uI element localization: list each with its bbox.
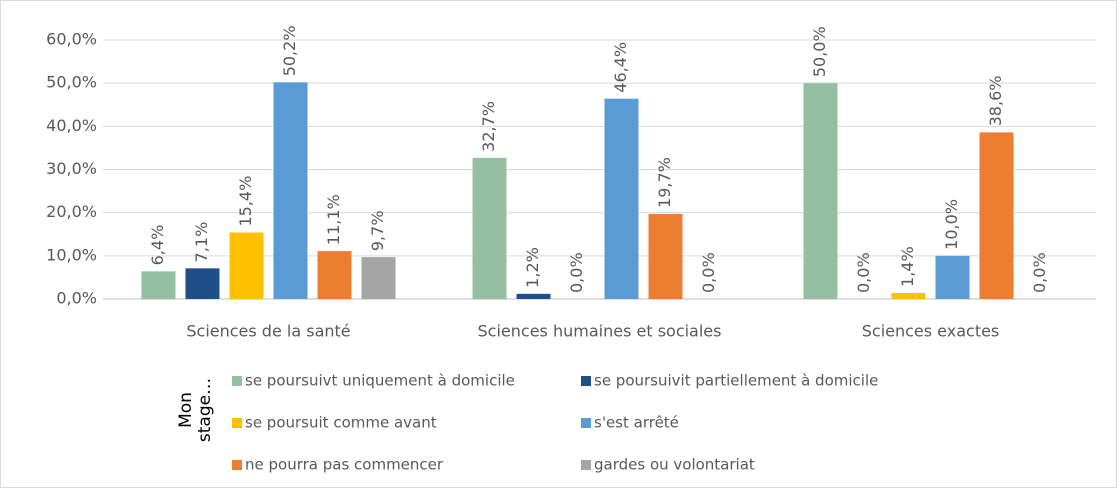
bar — [141, 271, 176, 299]
value-label: 50,2% — [280, 25, 299, 76]
value-label: 0,0% — [854, 252, 873, 293]
value-label: 50,0% — [810, 26, 829, 77]
bar — [472, 157, 507, 299]
y-tick-label: 60,0% — [46, 30, 97, 49]
y-tick-label: 30,0% — [46, 159, 97, 178]
bar — [273, 82, 308, 299]
value-label: 1,4% — [898, 246, 917, 287]
legend-title: Monstage… — [176, 378, 215, 442]
value-label: 1,2% — [523, 247, 542, 288]
legend-label: gardes ou volontariat — [594, 456, 755, 474]
legend-title-line: stage… — [195, 378, 215, 442]
legend-label: se poursuivit partiellement à domicile — [594, 372, 878, 390]
legend-swatch — [581, 376, 591, 386]
legend-swatch — [581, 460, 591, 470]
value-label: 6,4% — [148, 225, 167, 266]
legend-label: se poursuivt uniquement à domicile — [245, 372, 515, 390]
value-label: 0,0% — [699, 252, 718, 293]
y-tick-label: 10,0% — [46, 245, 97, 264]
bar — [229, 232, 264, 299]
bar — [803, 83, 838, 300]
x-tick-label: Sciences de la santé — [186, 322, 350, 341]
y-tick-label: 20,0% — [46, 202, 97, 221]
bar — [604, 98, 639, 299]
value-label: 9,7% — [368, 210, 387, 251]
legend-label: ne pourra pas commencer — [245, 456, 444, 474]
value-label: 15,4% — [236, 176, 255, 227]
x-tick-label: Sciences humaines et sociales — [478, 322, 722, 341]
legend-label: s'est arrêté — [594, 414, 679, 432]
bar — [935, 255, 970, 299]
value-label: 32,7% — [479, 101, 498, 152]
bar — [648, 213, 683, 299]
legend-swatch — [581, 418, 591, 428]
bar — [979, 132, 1014, 299]
value-label: 0,0% — [567, 252, 586, 293]
value-label: 0,0% — [1030, 252, 1049, 293]
x-tick-label: Sciences exactes — [862, 322, 1000, 341]
bar — [516, 293, 551, 299]
y-tick-label: 0,0% — [56, 289, 97, 308]
y-tick-label: 50,0% — [46, 73, 97, 92]
legend-title-line: Mon — [176, 392, 196, 428]
legend-swatch — [232, 376, 242, 386]
value-label: 46,4% — [611, 42, 630, 93]
bar — [185, 268, 220, 299]
bar — [317, 251, 352, 299]
value-label: 7,1% — [192, 222, 211, 263]
legend-swatch — [232, 418, 242, 428]
legend-label: se poursuit comme avant — [245, 414, 437, 432]
legend-swatch — [232, 460, 242, 470]
value-label: 38,6% — [986, 76, 1005, 127]
bar — [361, 257, 396, 299]
value-label: 11,1% — [324, 194, 343, 245]
y-tick-label: 40,0% — [46, 116, 97, 135]
value-label: 10,0% — [942, 199, 961, 250]
value-label: 19,7% — [655, 157, 674, 208]
bar — [891, 292, 926, 299]
